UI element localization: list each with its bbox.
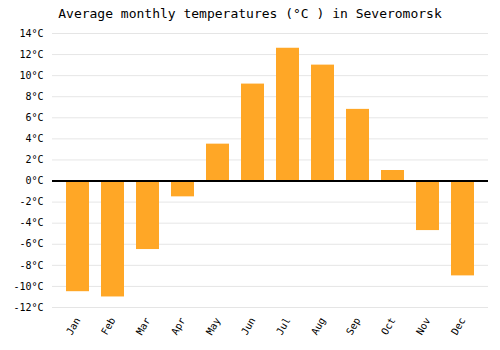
svg-text:May: May bbox=[204, 316, 223, 337]
svg-text:8°C: 8°C bbox=[25, 91, 43, 102]
svg-text:Oct: Oct bbox=[379, 316, 398, 337]
svg-text:-10°C: -10°C bbox=[13, 281, 43, 292]
svg-text:2°C: 2°C bbox=[25, 154, 43, 165]
svg-text:6°C: 6°C bbox=[25, 112, 43, 123]
svg-text:-12°C: -12°C bbox=[13, 302, 43, 313]
svg-text:12°C: 12°C bbox=[19, 49, 43, 60]
svg-text:Jul: Jul bbox=[274, 316, 293, 337]
svg-text:10°C: 10°C bbox=[19, 70, 43, 81]
svg-text:Aug: Aug bbox=[309, 316, 328, 337]
svg-text:Sep: Sep bbox=[344, 316, 363, 337]
svg-text:-4°C: -4°C bbox=[19, 217, 43, 228]
svg-text:-8°C: -8°C bbox=[19, 260, 43, 271]
svg-text:Dec: Dec bbox=[449, 316, 468, 337]
svg-text:-2°C: -2°C bbox=[19, 196, 43, 207]
svg-text:Apr: Apr bbox=[169, 316, 188, 337]
html-text:Average monthly temperatures (: Average monthly temperatures (°C ) in Se… bbox=[58, 6, 442, 21]
svg-text:Nov: Nov bbox=[414, 316, 433, 337]
svg-text:4°C: 4°C bbox=[25, 133, 43, 144]
svg-text:Jun: Jun bbox=[239, 316, 258, 337]
svg-text:0°C: 0°C bbox=[25, 175, 43, 186]
svg-text:Jan: Jan bbox=[64, 316, 83, 337]
svg-text:Mar: Mar bbox=[134, 316, 153, 337]
svg-text:Feb: Feb bbox=[99, 316, 118, 337]
svg-text:14°C: 14°C bbox=[19, 28, 43, 39]
svg-text:-6°C: -6°C bbox=[19, 238, 43, 249]
